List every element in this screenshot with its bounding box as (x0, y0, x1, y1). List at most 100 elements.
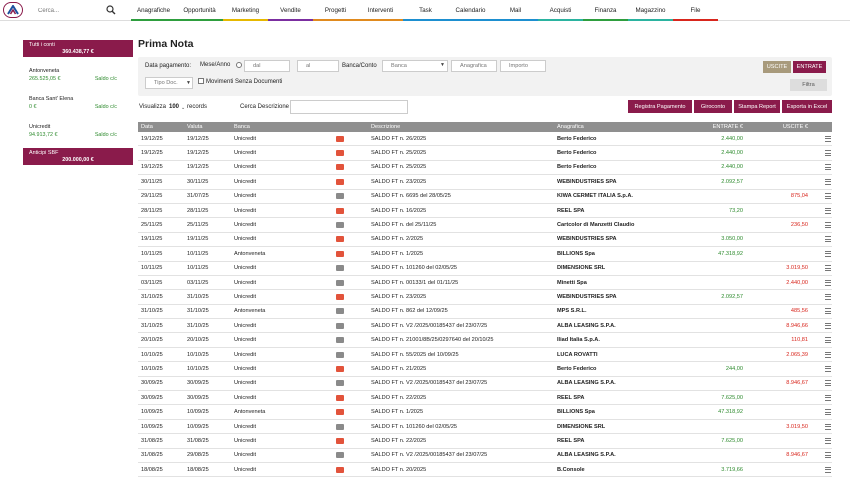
row-menu-icon[interactable] (825, 365, 831, 372)
table-row[interactable]: 19/12/25 19/12/25 Unicredit SALDO FT n. 25/… (138, 161, 832, 176)
table-row[interactable]: 31/08/25 29/08/25 Unicredit SALDO FT n. V2 … (138, 449, 832, 463)
row-menu-icon[interactable] (825, 279, 831, 286)
table-row[interactable]: 29/11/25 31/07/25 Unicredit SALDO FT n. 669… (138, 190, 832, 204)
app-logo[interactable] (3, 2, 23, 18)
row-menu-icon[interactable] (825, 380, 831, 387)
table-row[interactable]: 31/10/25 31/10/25 Antonveneta SALDO FT n. 8… (138, 305, 832, 320)
document-icon[interactable] (336, 250, 344, 257)
column-header-valuta[interactable]: Valuta (187, 124, 203, 130)
bank-item-antonveneta[interactable]: Antonveneta 265.525,05 € Saldo c/c (23, 67, 133, 83)
no-docs-checkbox[interactable] (198, 78, 204, 84)
document-icon[interactable] (336, 423, 344, 430)
document-icon[interactable] (336, 351, 344, 358)
row-menu-icon[interactable] (825, 236, 831, 243)
bank-select[interactable] (382, 60, 448, 72)
table-row[interactable]: 30/09/25 30/09/25 Unicredit SALDO FT n. 22/… (138, 391, 832, 406)
entrate-button[interactable]: ENTRATE (793, 61, 826, 73)
nav-item-magazzino[interactable]: Magazzino (628, 0, 673, 21)
table-row[interactable]: 30/09/25 30/09/25 Unicredit SALDO FT n. V2 … (138, 377, 832, 392)
row-menu-icon[interactable] (825, 351, 831, 358)
document-icon[interactable] (336, 409, 344, 416)
table-row[interactable]: 31/08/25 31/08/25 Unicredit SALDO FT n. 22/… (138, 434, 832, 449)
document-icon[interactable] (336, 135, 344, 142)
table-row[interactable]: 10/11/25 10/11/25 Unicredit SALDO FT n. 101… (138, 262, 832, 276)
export-excel-button[interactable]: Esporta in Excel (782, 100, 832, 113)
document-icon[interactable] (336, 279, 344, 286)
table-row[interactable]: 10/10/25 10/10/25 Unicredit SALDO FT n. 55/… (138, 348, 832, 363)
document-icon[interactable] (336, 452, 344, 459)
document-icon[interactable] (336, 337, 344, 344)
row-menu-icon[interactable] (825, 322, 831, 329)
nav-item-finanza[interactable]: Finanza (583, 0, 628, 21)
column-header-anagrafica[interactable]: Anagrafica (557, 124, 584, 130)
table-row[interactable]: 19/12/25 19/12/25 Unicredit SALDO FT n. 25/… (138, 146, 832, 161)
column-header-descrizione[interactable]: Descrizione (371, 124, 401, 130)
row-menu-icon[interactable] (825, 423, 831, 430)
document-icon[interactable] (336, 207, 344, 214)
table-row[interactable]: 10/10/25 10/10/25 Unicredit SALDO FT n. 21/… (138, 362, 832, 377)
table-row[interactable]: 03/11/25 03/11/25 Unicredit SALDO FT n. 001… (138, 276, 832, 291)
row-menu-icon[interactable] (825, 150, 831, 157)
date-to-input[interactable] (297, 60, 339, 72)
column-header-banca[interactable]: Banca (234, 124, 250, 130)
table-row[interactable]: 19/12/25 19/12/25 Unicredit SALDO FT n. 26/… (138, 132, 832, 147)
nav-item-interventi[interactable]: Interventi (358, 0, 403, 21)
row-menu-icon[interactable] (825, 437, 831, 444)
filter-button[interactable]: Filtra (790, 79, 827, 91)
bank-item-banca-sant-elena[interactable]: Banca Sant' Elena 0 € Saldo c/c (23, 95, 133, 111)
table-row[interactable]: 20/10/25 20/10/25 Unicredit SALDO FT n. 210… (138, 333, 832, 348)
document-icon[interactable] (336, 466, 344, 473)
document-icon[interactable] (336, 365, 344, 372)
document-icon[interactable] (336, 222, 344, 229)
document-icon[interactable] (336, 293, 344, 300)
records-per-page-select[interactable]: 100 (169, 104, 180, 110)
giroconto-button[interactable]: Giroconto (694, 100, 732, 113)
row-menu-icon[interactable] (825, 308, 831, 315)
nav-item-mail[interactable]: Mail (493, 0, 538, 21)
nav-item-vendite[interactable]: Vendite (268, 0, 313, 21)
nav-item-anagrafiche[interactable]: Anagrafiche (131, 0, 176, 21)
document-icon[interactable] (336, 178, 344, 185)
document-icon[interactable] (336, 394, 344, 401)
row-menu-icon[interactable] (825, 178, 831, 185)
row-menu-icon[interactable] (825, 394, 831, 401)
row-menu-icon[interactable] (825, 337, 831, 344)
row-menu-icon[interactable] (825, 409, 831, 416)
document-icon[interactable] (336, 150, 344, 157)
table-row[interactable]: 25/11/25 25/11/25 Unicredit SALDO FT n. del… (138, 218, 832, 233)
sbf-advance-card[interactable]: Anticipi SBF 200.000,00 € (23, 148, 133, 165)
date-from-input[interactable] (244, 60, 290, 72)
nav-item-opportunit[interactable]: Opportunità (176, 0, 223, 21)
table-row[interactable]: 19/11/25 19/11/25 Unicredit SALDO FT n. 2/2… (138, 233, 832, 248)
nav-item-progetti[interactable]: Progetti (313, 0, 358, 21)
amount-input[interactable] (500, 60, 546, 72)
document-icon[interactable] (336, 236, 344, 243)
column-header-uscite[interactable]: USCITE € (782, 124, 808, 130)
document-icon[interactable] (336, 265, 344, 272)
row-menu-icon[interactable] (825, 250, 831, 257)
table-row[interactable]: 10/09/25 10/09/25 Unicredit SALDO FT n. 101… (138, 420, 832, 435)
column-header-data[interactable]: Data (141, 124, 153, 130)
document-icon[interactable] (336, 193, 344, 200)
table-row[interactable]: 10/11/25 10/11/25 Antonveneta SALDO FT n. 1… (138, 247, 832, 262)
table-row[interactable]: 28/11/25 28/11/25 Unicredit SALDO FT n. 16/… (138, 204, 832, 219)
document-icon[interactable] (336, 322, 344, 329)
doc-type-select[interactable] (145, 77, 193, 89)
row-menu-icon[interactable] (825, 135, 831, 142)
row-menu-icon[interactable] (825, 222, 831, 229)
uscite-button[interactable]: USCITE (763, 61, 791, 73)
nav-item-acquisti[interactable]: Acquisti (538, 0, 583, 21)
table-row[interactable]: 31/10/25 31/10/25 Unicredit SALDO FT n. 23/… (138, 290, 832, 305)
document-icon[interactable] (336, 164, 344, 171)
table-row[interactable]: 30/11/25 30/11/25 Unicredit SALDO FT n. 23/… (138, 175, 832, 190)
search-input[interactable] (38, 4, 104, 17)
description-search-input[interactable] (290, 100, 408, 114)
register-payment-button[interactable]: Registra Pagamento (628, 100, 692, 113)
row-menu-icon[interactable] (825, 293, 831, 300)
row-menu-icon[interactable] (825, 265, 831, 272)
row-menu-icon[interactable] (825, 193, 831, 200)
nav-item-marketing[interactable]: Marketing (223, 0, 268, 21)
print-report-button[interactable]: Stampa Report (734, 100, 780, 113)
nav-item-calendario[interactable]: Calendario (448, 0, 493, 21)
row-menu-icon[interactable] (825, 452, 831, 459)
